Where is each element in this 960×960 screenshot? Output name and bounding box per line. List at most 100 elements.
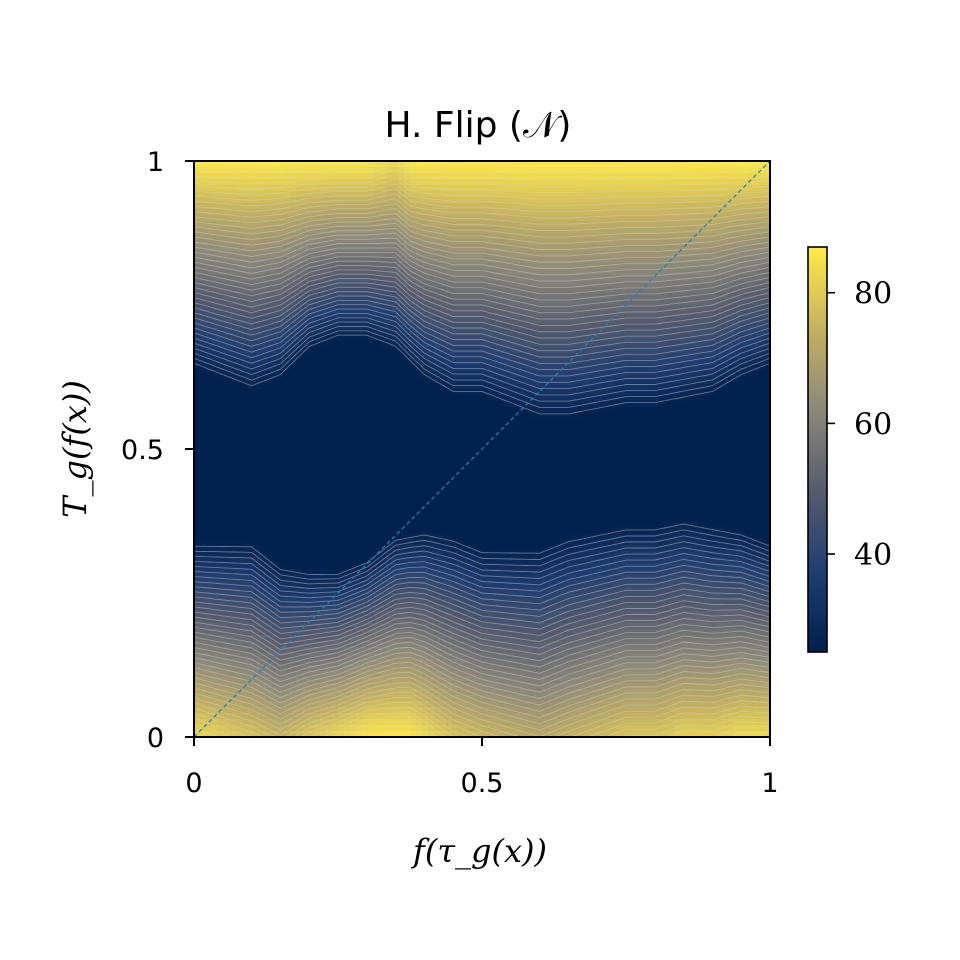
- heatmap-cell: [410, 215, 417, 222]
- heatmap-cell: [290, 335, 297, 342]
- heatmap-cell: [368, 635, 375, 642]
- heatmap-cell: [290, 329, 297, 336]
- heatmap-cell: [374, 185, 381, 192]
- heatmap-cell: [284, 569, 291, 576]
- heatmap-cell: [308, 539, 315, 546]
- heatmap-cell: [248, 317, 255, 324]
- heatmap-cell: [236, 431, 243, 438]
- heatmap-cell: [380, 479, 387, 486]
- heatmap-cell: [230, 599, 237, 606]
- heatmap-cell: [374, 701, 381, 708]
- heatmap-cell: [248, 503, 255, 510]
- heatmap-cell: [392, 545, 399, 552]
- heatmap-cell: [290, 173, 297, 180]
- heatmap-cell: [350, 227, 357, 234]
- heatmap-cell: [260, 323, 267, 330]
- heatmap-cell: [272, 695, 279, 702]
- heatmap-cell: [356, 215, 363, 222]
- heatmap-cell: [464, 713, 471, 720]
- heatmap-cell: [326, 473, 333, 480]
- heatmap-cell: [500, 647, 507, 654]
- heatmap-cell: [326, 659, 333, 666]
- heatmap-cell: [224, 647, 231, 654]
- heatmap-cell: [224, 347, 231, 354]
- heatmap-cell: [320, 203, 327, 210]
- heatmap-cell: [338, 305, 345, 312]
- heatmap-cell: [470, 695, 477, 702]
- heatmap-cell: [422, 593, 429, 600]
- heatmap-cell: [230, 683, 237, 690]
- heatmap-cell: [350, 353, 357, 360]
- heatmap-cell: [392, 215, 399, 222]
- heatmap-cell: [248, 545, 255, 552]
- heatmap-cell: [482, 443, 489, 450]
- heatmap-cell: [404, 173, 411, 180]
- heatmap-cell: [224, 161, 231, 168]
- heatmap-cell: [434, 437, 441, 444]
- heatmap-cell: [284, 359, 291, 366]
- heatmap-cell: [230, 227, 237, 234]
- heatmap-cell: [284, 323, 291, 330]
- heatmap-cell: [206, 293, 213, 300]
- heatmap-cell: [404, 365, 411, 372]
- heatmap-cell: [386, 179, 393, 186]
- heatmap-cell: [404, 695, 411, 702]
- heatmap-cell: [320, 257, 327, 264]
- heatmap-cell: [350, 407, 357, 414]
- heatmap-cell: [500, 203, 507, 210]
- heatmap-cell: [422, 467, 429, 474]
- heatmap-cell: [212, 623, 219, 630]
- heatmap-cell: [434, 527, 441, 534]
- heatmap-cell: [332, 725, 339, 732]
- heatmap-cell: [266, 623, 273, 630]
- heatmap-cell: [206, 611, 213, 618]
- heatmap-cell: [362, 527, 369, 534]
- heatmap-cell: [272, 719, 279, 726]
- heatmap-cell: [500, 575, 507, 582]
- heatmap-cell: [458, 443, 465, 450]
- heatmap-cell: [320, 353, 327, 360]
- heatmap-cell: [272, 461, 279, 468]
- heatmap-cell: [494, 695, 501, 702]
- heatmap-cell: [344, 263, 351, 270]
- heatmap-cell: [206, 233, 213, 240]
- heatmap-cell: [374, 275, 381, 282]
- heatmap-cell: [416, 305, 423, 312]
- heatmap-cell: [284, 449, 291, 456]
- heatmap-cell: [338, 689, 345, 696]
- heatmap-cell: [314, 287, 321, 294]
- heatmap-cell: [440, 695, 447, 702]
- heatmap-cell: [440, 203, 447, 210]
- heatmap-cell: [344, 653, 351, 660]
- heatmap-cell: [278, 257, 285, 264]
- heatmap-cell: [194, 659, 201, 666]
- heatmap-cell: [332, 335, 339, 342]
- heatmap-cell: [194, 695, 201, 702]
- heatmap-cell: [368, 233, 375, 240]
- heatmap-cell: [212, 725, 219, 732]
- heatmap-cell: [380, 431, 387, 438]
- heatmap-cell: [422, 725, 429, 732]
- heatmap-cell: [404, 491, 411, 498]
- heatmap-cell: [278, 557, 285, 564]
- heatmap-cell: [254, 623, 261, 630]
- heatmap-cell: [230, 713, 237, 720]
- heatmap-cell: [458, 371, 465, 378]
- heatmap-cell: [440, 683, 447, 690]
- heatmap-cell: [278, 371, 285, 378]
- heatmap-cell: [314, 719, 321, 726]
- heatmap-cell: [416, 287, 423, 294]
- heatmap-cell: [470, 725, 477, 732]
- heatmap-cell: [236, 593, 243, 600]
- heatmap-cell: [428, 245, 435, 252]
- heatmap-cell: [320, 179, 327, 186]
- heatmap-cell: [464, 335, 471, 342]
- heatmap-cell: [446, 701, 453, 708]
- heatmap-cell: [458, 713, 465, 720]
- heatmap-cell: [230, 287, 237, 294]
- chart-title: H. Flip (𝒩): [385, 105, 572, 146]
- heatmap-cell: [338, 659, 345, 666]
- heatmap-cell: [236, 179, 243, 186]
- heatmap-cell: [302, 539, 309, 546]
- heatmap-cell: [278, 509, 285, 516]
